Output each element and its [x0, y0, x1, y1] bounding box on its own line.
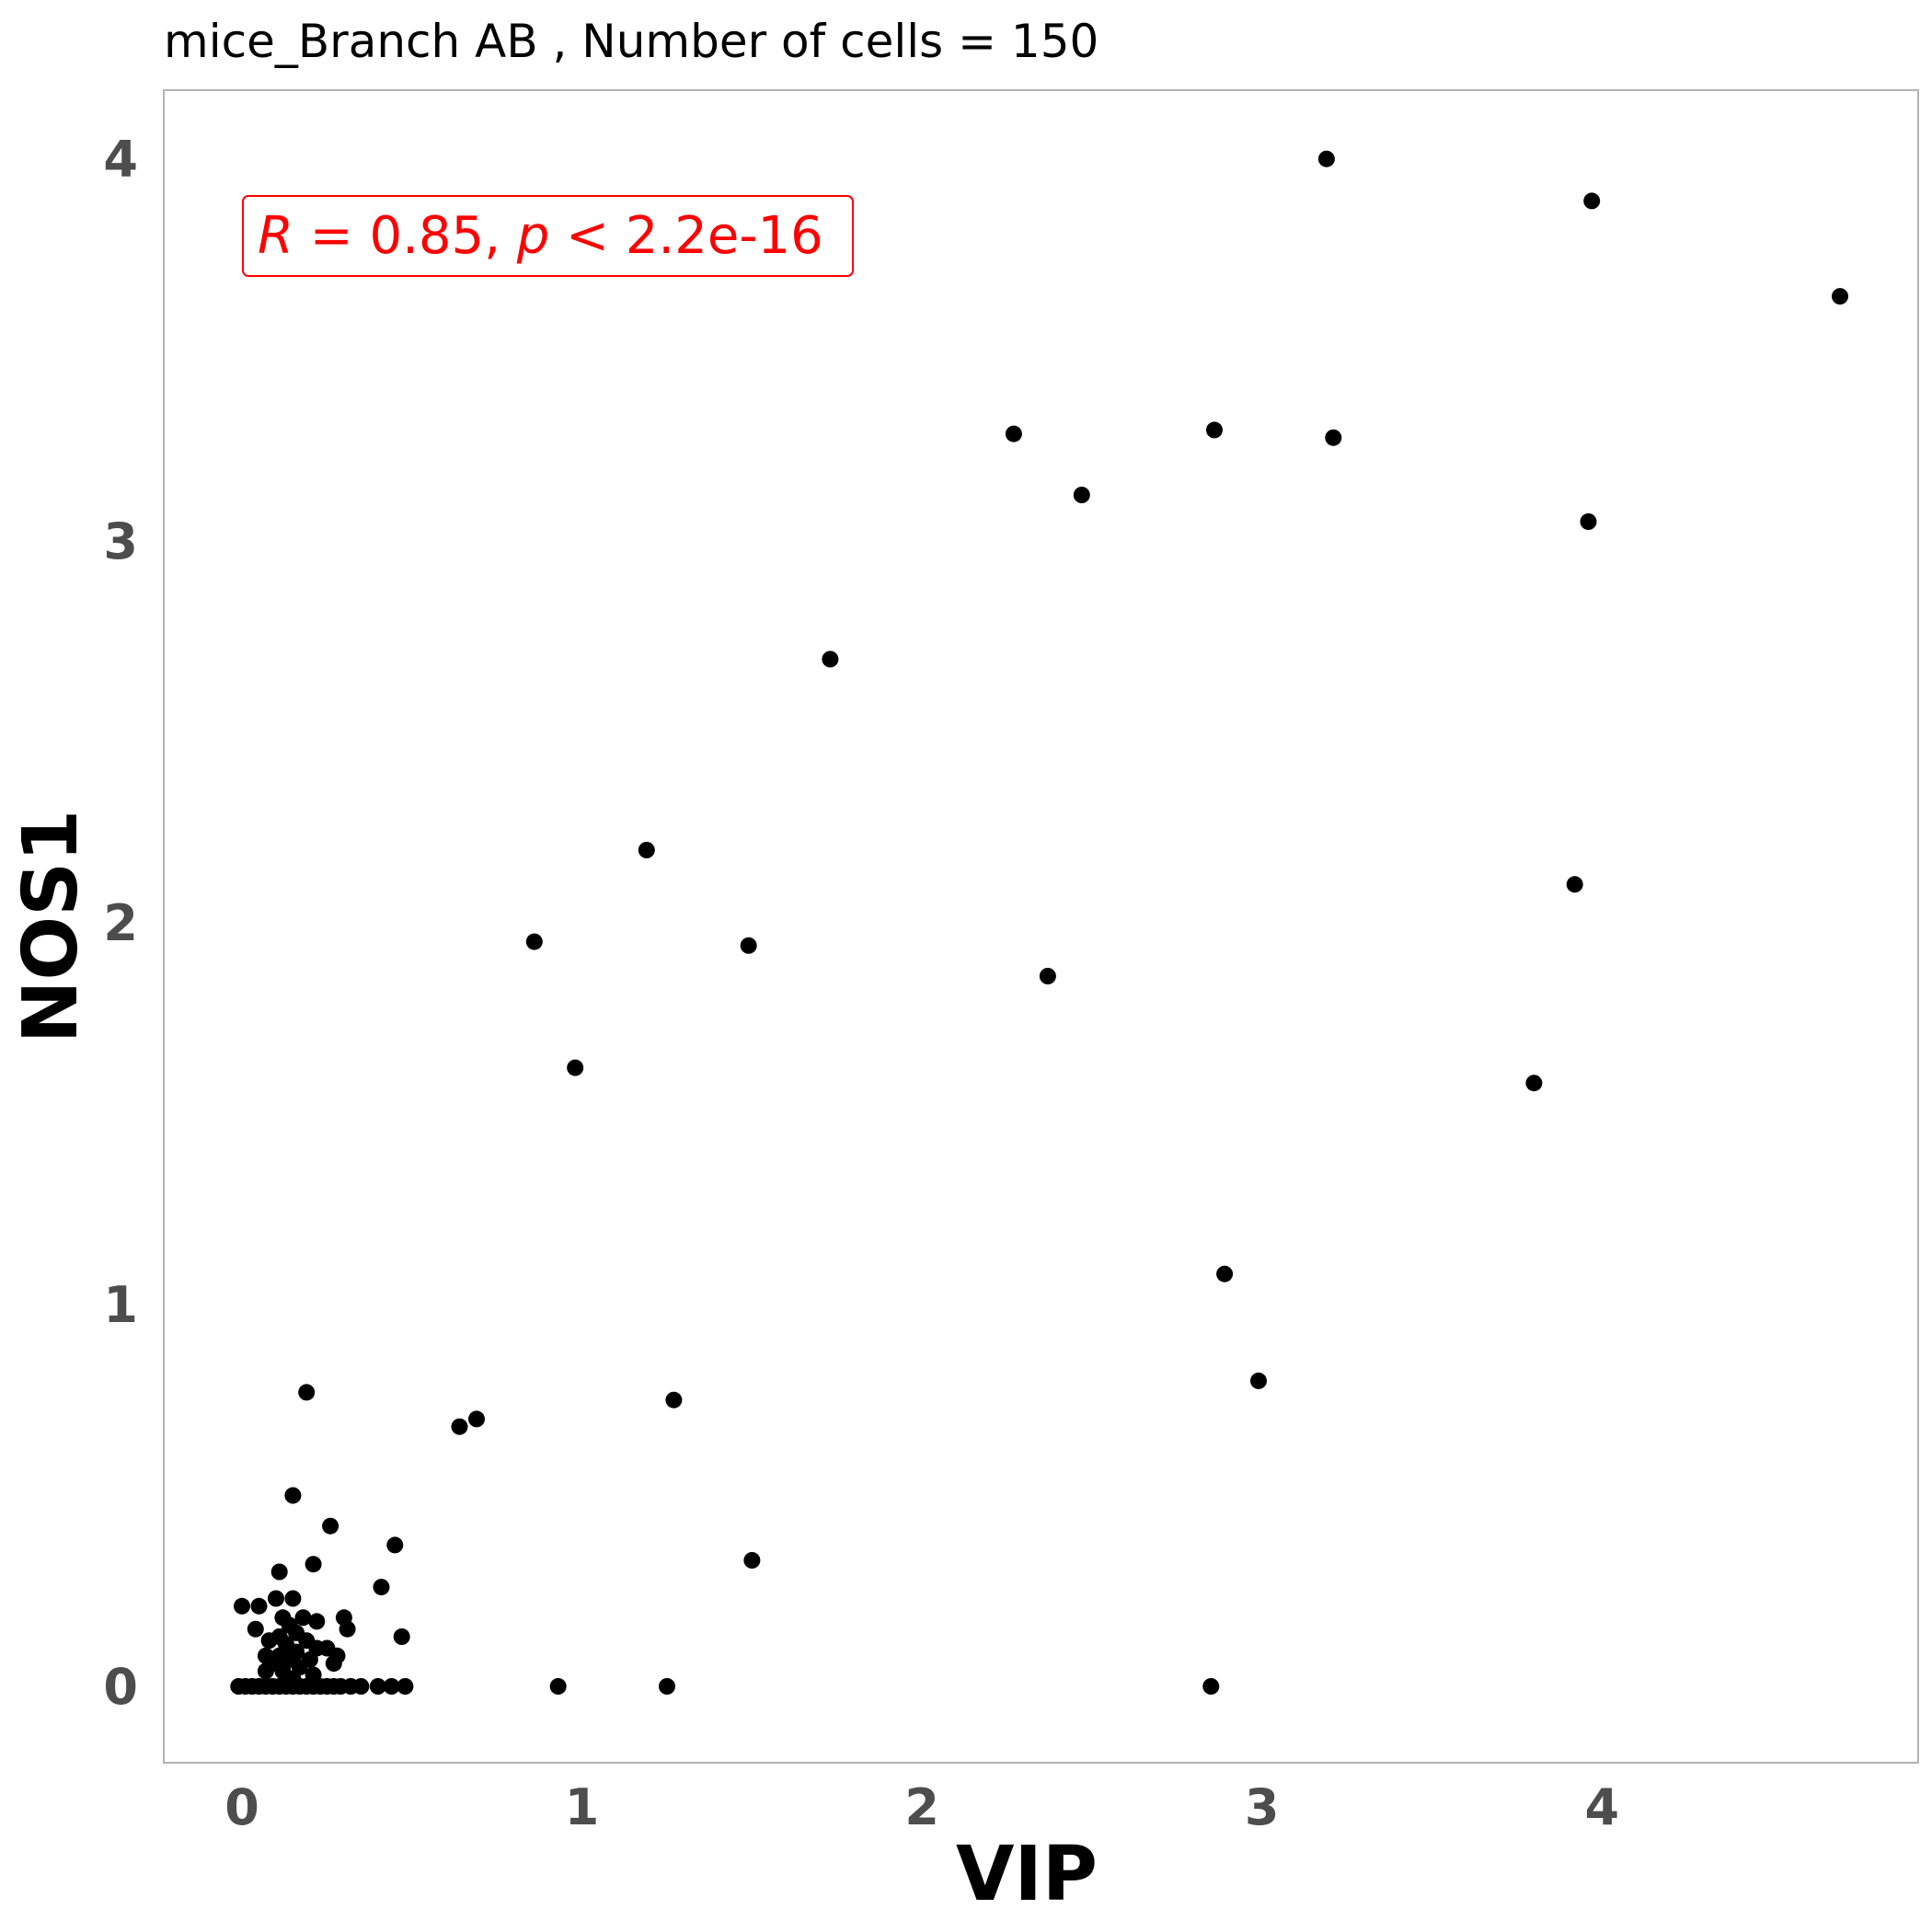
- data-point: [1039, 968, 1056, 984]
- data-point: [305, 1556, 322, 1573]
- p-symbol: p: [516, 206, 550, 266]
- x-tick-label: 3: [1245, 1778, 1280, 1836]
- data-points: [230, 150, 1848, 1695]
- annotation-box: [242, 195, 854, 277]
- data-point: [294, 1609, 312, 1627]
- data-point: [659, 1678, 675, 1695]
- data-point: [525, 933, 543, 950]
- data-point: [247, 1620, 264, 1638]
- y-tick-label: 1: [103, 1276, 138, 1334]
- correlation-annotation: R = 0.85, p < 2.2e-16: [242, 195, 854, 277]
- y-axis-title: NOS1: [7, 810, 95, 1043]
- y-tick-label: 4: [103, 131, 138, 189]
- p-value: < 2.2e-16: [549, 206, 823, 266]
- data-point: [284, 1487, 302, 1504]
- plot-panel: [163, 89, 1919, 1764]
- data-point: [1317, 150, 1335, 167]
- data-point: [257, 1662, 274, 1680]
- data-point: [740, 937, 757, 954]
- chart-title: mice_Branch AB , Number of cells = 150: [164, 15, 1098, 68]
- data-point: [1216, 1265, 1234, 1282]
- data-point: [451, 1418, 468, 1435]
- y-tick-label: 0: [103, 1658, 138, 1716]
- data-point: [1005, 425, 1022, 443]
- data-point: [567, 1059, 584, 1076]
- data-point: [268, 1590, 284, 1607]
- data-point: [1832, 288, 1848, 305]
- data-point: [1250, 1372, 1267, 1389]
- data-point: [1325, 429, 1342, 446]
- r-symbol: R: [258, 206, 293, 266]
- data-point: [339, 1620, 356, 1638]
- data-point: [1073, 487, 1090, 503]
- data-point: [549, 1678, 567, 1695]
- data-point: [1583, 192, 1601, 210]
- data-point: [393, 1628, 410, 1645]
- data-point: [397, 1678, 414, 1695]
- data-point: [386, 1536, 404, 1554]
- y-tick-label: 2: [103, 894, 138, 952]
- data-point: [369, 1678, 386, 1695]
- x-tick-label: 4: [1585, 1778, 1620, 1836]
- data-point: [665, 1391, 683, 1409]
- data-point: [250, 1597, 268, 1615]
- data-point: [1206, 421, 1223, 439]
- data-point: [1580, 513, 1597, 530]
- data-point: [234, 1597, 250, 1615]
- annotation-text: R = 0.85, p < 2.2e-16: [258, 206, 823, 266]
- data-point: [284, 1590, 302, 1607]
- x-axis-ticks: 0 1 2 3 4: [224, 1778, 1619, 1836]
- data-point: [260, 1632, 278, 1650]
- data-point: [322, 1517, 339, 1535]
- data-point: [298, 1384, 316, 1401]
- x-axis-title: VIP: [956, 1831, 1098, 1918]
- data-point: [383, 1678, 400, 1695]
- data-point: [373, 1579, 390, 1596]
- x-tick-label: 0: [224, 1778, 259, 1836]
- data-point: [1202, 1678, 1220, 1695]
- y-tick-label: 3: [103, 512, 138, 570]
- data-point: [468, 1410, 485, 1428]
- data-point: [308, 1613, 326, 1630]
- data-point: [1525, 1075, 1543, 1092]
- y-axis-ticks: 0 1 2 3 4: [103, 131, 138, 1716]
- data-point: [270, 1563, 288, 1581]
- data-point: [352, 1678, 370, 1695]
- x-tick-label: 1: [565, 1778, 600, 1836]
- r-value: = 0.85,: [293, 206, 517, 266]
- data-point: [638, 842, 655, 858]
- data-point: [1566, 876, 1583, 893]
- data-point: [822, 650, 839, 668]
- x-tick-label: 2: [904, 1778, 939, 1836]
- data-point: [325, 1655, 342, 1673]
- data-point: [743, 1552, 761, 1569]
